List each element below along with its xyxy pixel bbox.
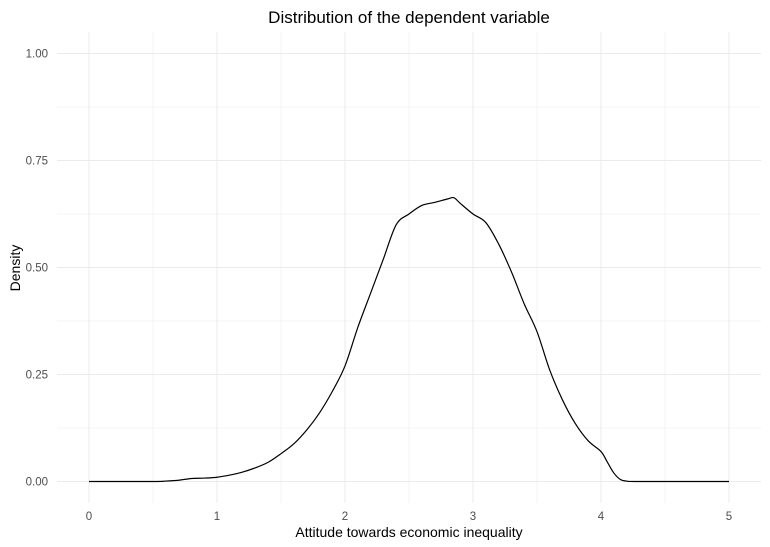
x-axis-ticks: 0 1 2 3 4 5 [86, 511, 732, 523]
y-tick-label: 1.00 [26, 49, 48, 61]
y-axis-ticks: 0.00 0.25 0.50 0.75 1.00 [26, 49, 48, 489]
x-axis-label: Attitude towards economic inequality [295, 524, 522, 540]
x-tick-label: 5 [726, 511, 732, 523]
density-line [88, 196, 730, 483]
chart-title: Distribution of the dependent variable [268, 8, 550, 27]
y-tick-label: 0.75 [26, 156, 48, 168]
grid-lines [57, 32, 761, 503]
x-tick-label: 1 [214, 511, 220, 523]
x-tick-label: 2 [342, 511, 348, 523]
x-tick-label: 4 [598, 511, 605, 523]
x-tick-label: 3 [470, 511, 476, 523]
y-tick-label: 0.25 [26, 370, 48, 382]
x-tick-label: 0 [86, 511, 92, 523]
y-tick-label: 0.00 [26, 477, 48, 489]
y-axis-label: Density [7, 245, 23, 292]
y-tick-label: 0.50 [26, 263, 48, 275]
density-series [88, 196, 730, 483]
